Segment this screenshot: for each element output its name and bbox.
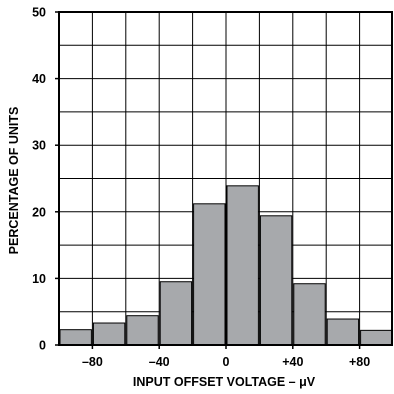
y-tick-label: 10	[32, 272, 46, 286]
histogram-bar	[360, 329, 393, 346]
y-tick-label: 0	[39, 339, 46, 353]
x-tick-label: +40	[282, 355, 303, 369]
y-tick-label: 40	[32, 72, 46, 86]
x-tick-label: +80	[349, 355, 370, 369]
histogram-bar	[193, 203, 226, 346]
histogram-bar	[259, 215, 293, 346]
histogram-bar	[92, 322, 126, 346]
histogram-bar	[126, 315, 159, 346]
x-axis-label: INPUT OFFSET VOLTAGE – μV	[133, 375, 316, 389]
x-tick-label: –80	[82, 355, 103, 369]
x-tick-label: 0	[223, 355, 230, 369]
histogram-bars	[59, 185, 393, 346]
histogram-bar	[59, 329, 92, 346]
histogram-bar	[159, 281, 193, 346]
histogram-bar	[293, 283, 326, 346]
histogram-bar	[326, 318, 360, 346]
y-tick-label: 30	[32, 139, 46, 153]
y-axis-label: PERCENTAGE OF UNITS	[7, 107, 21, 255]
x-tick-label: –40	[149, 355, 170, 369]
gridlines	[59, 12, 393, 345]
y-tick-label: 20	[32, 205, 46, 219]
tick-labels: 0 10 20 30 40 50 –80 –40 0 +40 +80	[32, 6, 370, 370]
y-tick-label: 50	[32, 6, 46, 20]
histogram-bar	[226, 185, 259, 346]
